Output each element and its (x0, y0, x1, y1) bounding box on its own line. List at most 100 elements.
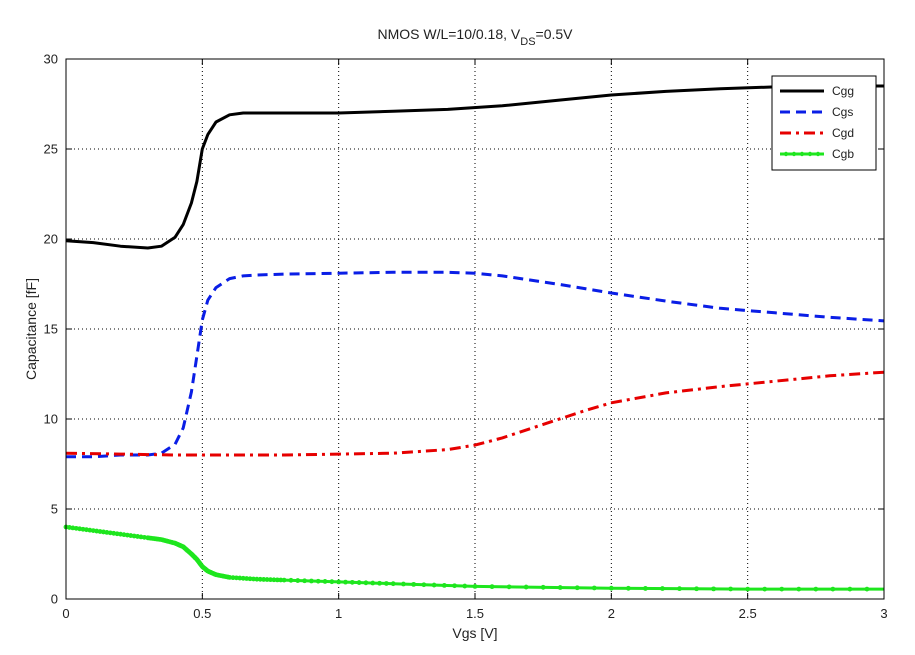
series-marker-cgb (302, 578, 307, 584)
series-marker-cgb (401, 581, 406, 587)
series-marker-cgb (336, 579, 342, 585)
legend-marker-cgb (799, 151, 805, 157)
legend: Cgg Cgs Cgd Cgb (771, 75, 877, 171)
series-marker-cgb (489, 584, 495, 590)
series-marker-cgb (411, 581, 417, 587)
y-tick-label: 0 (51, 592, 58, 607)
chart-title-tail: =0.5V (536, 26, 574, 42)
series-marker-cgb (268, 577, 273, 583)
series-marker-cgb (349, 579, 355, 585)
series-marker-cgb (452, 583, 457, 589)
series-marker-cgb (431, 582, 437, 588)
series-marker-cgb (383, 581, 389, 586)
series-marker-cgb (864, 586, 870, 592)
x-tick-label: 3 (880, 606, 887, 621)
series-marker-cgb (643, 586, 648, 591)
series-line-cgs (66, 270, 885, 459)
legend-marker-cgb (791, 151, 797, 157)
series-marker-cgb (309, 578, 314, 584)
series-marker-cgb (271, 577, 277, 583)
legend-label-cgb: Cgb (832, 147, 854, 161)
series-marker-cgb (278, 577, 284, 583)
series-marker-cgb (830, 586, 836, 592)
series-marker-cgb (745, 586, 751, 592)
series-marker-cgb (247, 576, 253, 582)
series-marker-cgb (244, 576, 250, 581)
x-tick-label: 0.5 (193, 606, 211, 621)
series-marker-cgb (288, 577, 294, 583)
series-marker-cgb (506, 584, 512, 590)
series-marker-cgb (343, 579, 348, 585)
series-marker-cgb (261, 577, 267, 582)
series-marker-cgb (295, 578, 301, 583)
series-marker-cgb (322, 579, 328, 584)
series-marker-cgb (441, 582, 447, 588)
series-marker-cgb (728, 586, 734, 592)
chart-title-main: NMOS W/L=10/0.18, V (377, 26, 520, 42)
series-marker-cgb (462, 583, 468, 589)
chart-title-subscript: DS (520, 36, 535, 48)
series-marker-cgb (281, 577, 287, 583)
series-marker-cgb (234, 575, 239, 581)
y-tick-label: 30 (44, 52, 58, 67)
y-tick-label: 10 (44, 412, 58, 427)
chart-title: NMOS W/L=10/0.18, VDS=0.5V (377, 26, 573, 48)
series-marker-cgb (370, 580, 376, 586)
series-marker-cgb (540, 584, 546, 590)
y-tick-label: 15 (44, 322, 58, 337)
series-marker-cgb (329, 579, 335, 585)
series-marker-cgb (240, 575, 246, 581)
x-tick-label: 2 (608, 606, 615, 621)
series-marker-cgb (254, 576, 260, 582)
series-marker-cgb (711, 586, 716, 592)
series-marker-cgb (257, 576, 263, 582)
series-marker-cgb (356, 580, 362, 585)
series-marker-cgb (363, 580, 369, 586)
y-tick-label: 5 (51, 502, 58, 517)
x-tick-label: 1 (335, 606, 342, 621)
series-marker-cgb (377, 580, 382, 586)
series-marker-cgb (677, 586, 682, 592)
series-line-cgd (65, 370, 885, 457)
series-marker-cgb (472, 584, 478, 589)
series-marker-cgb (608, 585, 614, 591)
series-marker-cgb (694, 586, 699, 592)
series-marker-cgb (557, 585, 563, 590)
series-lines (63, 84, 885, 592)
legend-label-cgs: Cgs (832, 105, 853, 119)
series-marker-cgb (523, 584, 529, 590)
series-marker-cgb (237, 575, 243, 581)
series-marker-cgb (421, 582, 427, 588)
series-marker-cgb (779, 586, 785, 592)
x-axis-title: Vgs [V] (452, 625, 497, 641)
legend-marker-cgb (815, 151, 821, 157)
legend-marker-cgb (783, 151, 789, 157)
series-marker-cgb (591, 585, 597, 591)
series-marker-cgb (264, 577, 270, 582)
series-marker-cgb (796, 586, 802, 592)
x-tick-label: 2.5 (739, 606, 757, 621)
x-tick-label: 0 (62, 606, 69, 621)
series-marker-cgb (230, 575, 236, 581)
series-marker-cgb (762, 586, 768, 592)
grid-lines (66, 59, 884, 599)
series-marker-cgb (227, 575, 233, 580)
series-marker-cgb (274, 577, 280, 583)
series-marker-cgb (390, 581, 396, 587)
series-marker-cgb (847, 586, 853, 592)
legend-marker-cgb (807, 151, 813, 157)
series-line-cgg (65, 84, 884, 250)
series-marker-cgb (315, 578, 321, 584)
legend-label-cgg: Cgg (832, 84, 854, 98)
y-axis-title: Capacitance [fF] (23, 278, 39, 380)
x-tick-label: 1.5 (466, 606, 484, 621)
series-marker-cgb (625, 585, 631, 591)
series-marker-cgb (813, 586, 819, 592)
y-tick-label: 20 (44, 232, 58, 247)
y-tick-label: 25 (44, 142, 58, 157)
legend-label-cgd: Cgd (832, 126, 854, 140)
series-marker-cgb (660, 586, 665, 591)
series-marker-cgb (574, 585, 580, 591)
